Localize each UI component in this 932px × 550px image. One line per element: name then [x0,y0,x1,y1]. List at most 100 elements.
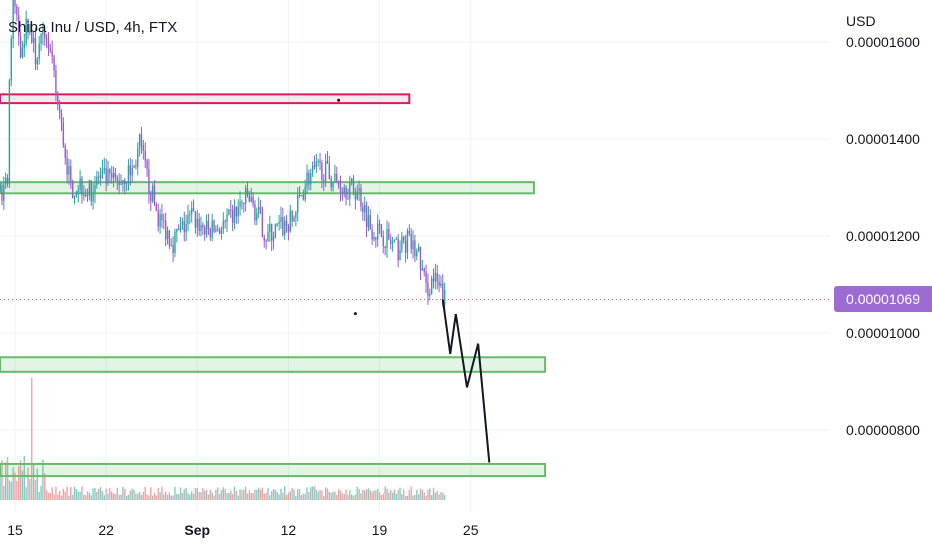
candle-body [107,169,109,184]
volume-bar [187,493,189,500]
candle-body [332,181,334,188]
volume-bar [304,493,306,500]
candle-body [138,134,141,150]
volume-bar [250,492,252,500]
candle-body [105,168,107,184]
volume-bar [116,487,118,500]
volume-bar [328,491,331,500]
candle-body [58,105,61,114]
volume-bar [92,488,94,500]
candle-body [282,217,284,235]
volume-bar [174,486,176,500]
candle-body [172,245,174,253]
volume-bar [367,488,370,500]
candle-body [319,160,321,163]
volume-bar [291,487,293,500]
volume-bar [406,495,409,500]
volume-bar [19,460,22,500]
candle-body [239,201,241,207]
volume-bar [88,492,91,500]
volume-bar [321,490,323,500]
volume-bar [295,495,297,500]
candle-body [304,186,306,200]
volume-bar [211,492,213,500]
candle-body [157,210,159,227]
candle-body [44,31,46,39]
x-axis[interactable]: 15 22 Sep 12 19 25 [0,512,932,550]
candle-body [116,177,118,181]
candle-body [21,47,24,58]
volume-bar [417,494,420,500]
volume-bar [384,486,386,500]
volume-bar [137,493,139,500]
volume-bar [388,492,390,500]
candle-body [284,220,286,235]
y-tick-label: 0.00001200 [846,228,920,244]
candle-body [391,242,394,244]
candle-body [317,160,319,162]
candle-body [205,220,208,235]
candle-body [371,229,373,240]
volume-bar [285,494,288,500]
volume-bar [5,462,7,500]
candle-body [306,172,308,187]
candle-body [378,223,381,225]
candle-body [334,173,336,182]
volume-bar [68,495,70,500]
volume-bar [32,464,35,500]
volume-bar [172,495,174,500]
candle-body [198,218,200,231]
candle-body [27,18,29,33]
candle-body [168,230,171,246]
candle-body [427,282,429,296]
volume-bar [66,486,68,500]
volume-bar [235,490,238,500]
x-tick-label: Sep [184,522,210,538]
volume-bar [377,488,379,500]
candle-body [388,229,390,240]
candle-body [71,181,74,198]
price-zone-support [0,181,535,195]
volume-bar [339,490,342,500]
volume-bar [112,493,115,500]
candle-body [272,237,275,241]
candle-body [384,246,386,248]
volume-bar [267,487,269,500]
symbol-title[interactable]: Shiba Inu / USD, 4h, FTX [8,19,178,36]
volume-bar [21,470,24,500]
candle-body [88,180,91,196]
candle-body [339,185,342,192]
candle-body [73,195,76,198]
volume-bar [142,491,145,500]
y-axis[interactable]: 0.00001600 0.00001400 0.00001200 0.00001000… [830,0,932,550]
x-tick-label: 25 [463,522,479,538]
volume-bar [436,490,438,500]
volume-bar [57,494,59,500]
candle-body [356,191,358,200]
volume-bar [393,489,396,500]
candle-body [189,213,191,216]
volume-bar [336,494,338,500]
volume-bar [53,494,55,500]
candle-body [300,194,303,196]
volume-bar [378,492,381,500]
candle-body [191,208,193,214]
price-zone-support [0,356,547,373]
y-tick-label: 0.00001400 [846,131,920,147]
candle-body [222,220,225,229]
volume-bar [347,494,349,500]
volume-bar [408,489,411,500]
volume-bar [75,489,78,500]
candle-body [297,195,299,213]
candle-body [434,272,437,282]
candle-body [10,38,12,81]
candle-body [12,0,14,39]
chart-grid [0,0,830,512]
candle-body [280,217,282,223]
candle-body [176,228,178,232]
candle-body [161,214,163,220]
candle-body [34,38,37,65]
price-zone-support [0,462,547,478]
volume-bar [276,491,278,500]
